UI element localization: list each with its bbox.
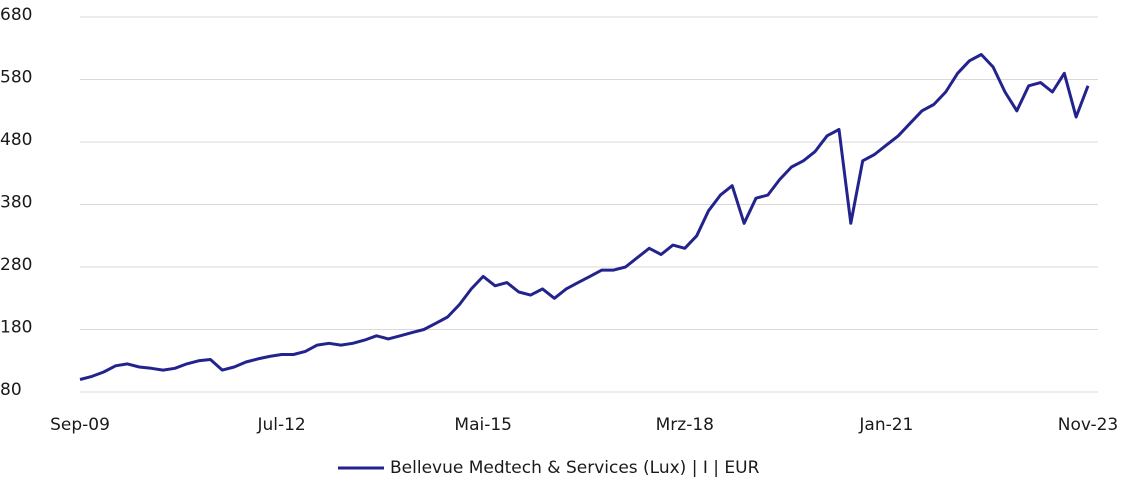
y-tick-label: 180: [0, 318, 32, 338]
series-line: [79, 53, 1090, 381]
y-tick-label: 480: [0, 130, 32, 150]
x-tick-label: Jan-21: [858, 415, 913, 435]
y-tick-label: 680: [0, 5, 32, 25]
x-tick-label: Jul-12: [256, 415, 305, 435]
x-tick-label: Mai-15: [454, 415, 512, 435]
x-tick-label: Sep-09: [50, 415, 110, 435]
y-tick-label: 580: [0, 68, 32, 88]
x-tick-label: Nov-23: [1058, 415, 1119, 435]
legend-label: Bellevue Medtech & Services (Lux) | I | …: [390, 458, 760, 478]
y-tick-label: 380: [0, 193, 32, 213]
y-tick-label: 280: [0, 255, 32, 275]
y-tick-label: 80: [0, 380, 22, 400]
x-tick-label: Mrz-18: [656, 415, 714, 435]
